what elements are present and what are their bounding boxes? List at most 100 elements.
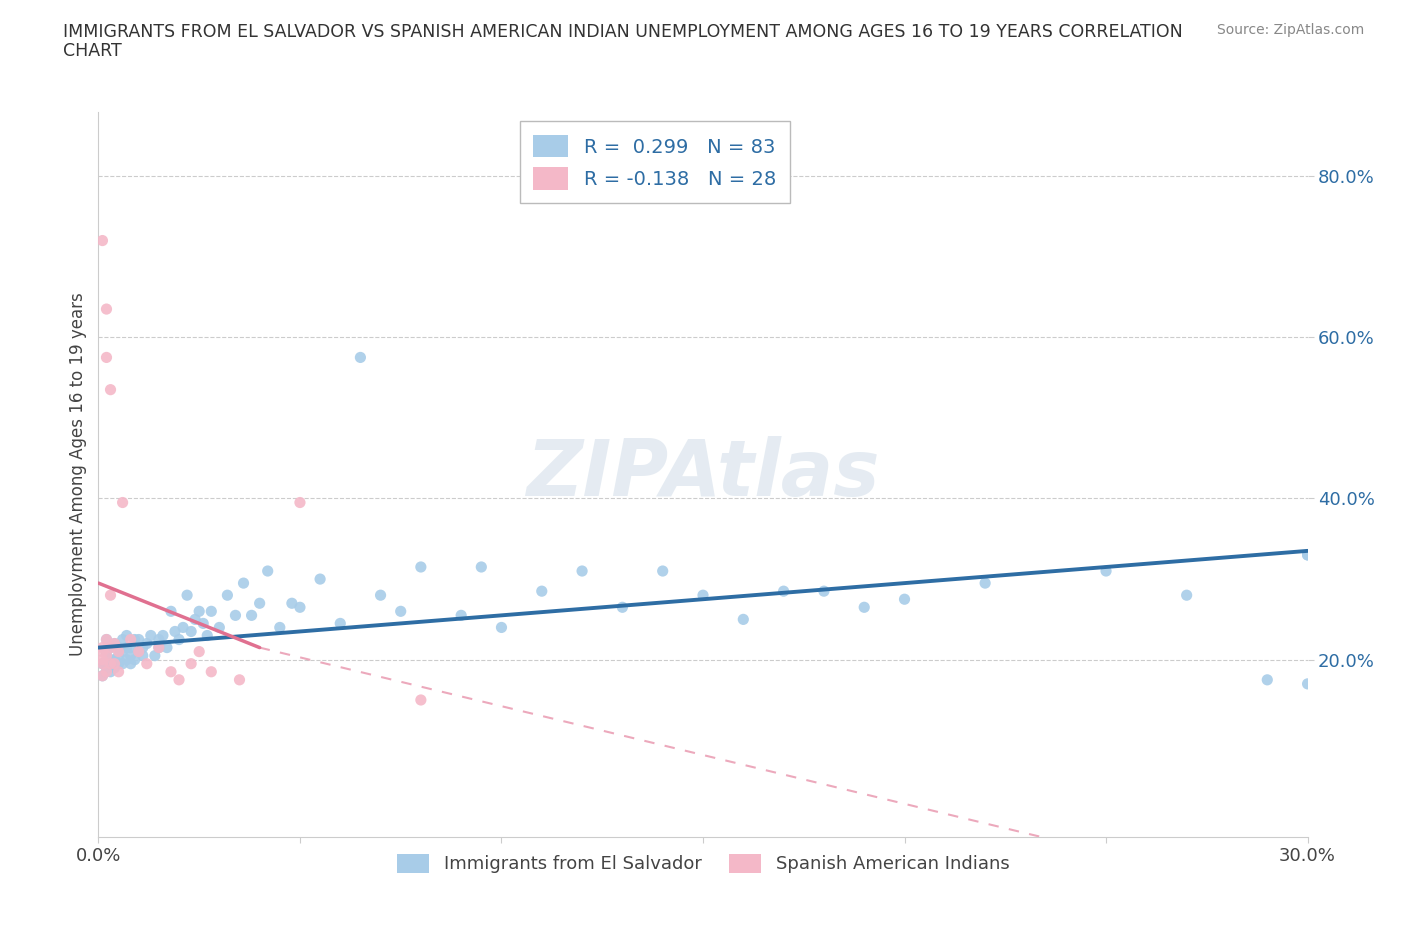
Point: [1095, 564, 1118, 578]
Text: ZIPAtlas: ZIPAtlas: [526, 436, 880, 512]
Point: [100, 588, 122, 603]
Point: [184, 612, 207, 627]
Point: [349, 350, 371, 365]
Point: [96, 644, 118, 659]
Point: [91, 657, 114, 671]
Point: [172, 620, 194, 635]
Point: [853, 600, 876, 615]
Point: [132, 640, 155, 655]
Point: [163, 624, 186, 639]
Point: [288, 495, 311, 510]
Point: [152, 628, 174, 643]
Point: [389, 604, 412, 618]
Point: [176, 588, 198, 603]
Point: [91, 640, 114, 655]
Point: [111, 495, 134, 510]
Point: [115, 652, 138, 667]
Point: [96, 664, 118, 679]
Point: [281, 596, 304, 611]
Point: [160, 664, 183, 679]
Point: [148, 640, 170, 655]
Point: [1296, 548, 1319, 563]
Point: [100, 640, 122, 655]
Point: [107, 664, 129, 679]
Point: [100, 382, 122, 397]
Point: [692, 588, 714, 603]
Point: [111, 644, 134, 659]
Point: [107, 644, 129, 659]
Point: [208, 620, 231, 635]
Point: [148, 632, 170, 647]
Point: [103, 660, 125, 675]
Point: [193, 616, 215, 631]
Point: [148, 640, 170, 655]
Point: [240, 608, 263, 623]
Point: [733, 612, 755, 627]
Point: [103, 636, 125, 651]
Point: [128, 632, 150, 647]
Point: [143, 648, 166, 663]
Point: [256, 564, 278, 578]
Point: [217, 588, 239, 603]
Point: [651, 564, 673, 578]
Point: [180, 657, 202, 671]
Point: [120, 640, 142, 655]
Point: [103, 636, 125, 651]
Y-axis label: Unemployment Among Ages 16 to 19 years: Unemployment Among Ages 16 to 19 years: [69, 292, 87, 657]
Point: [91, 669, 114, 684]
Point: [100, 640, 122, 655]
Text: IMMIGRANTS FROM EL SALVADOR VS SPANISH AMERICAN INDIAN UNEMPLOYMENT AMONG AGES 1: IMMIGRANTS FROM EL SALVADOR VS SPANISH A…: [63, 23, 1182, 41]
Point: [772, 584, 794, 599]
Point: [224, 608, 246, 623]
Point: [1175, 588, 1198, 603]
Point: [491, 620, 513, 635]
Point: [228, 672, 250, 687]
Point: [115, 640, 138, 655]
Point: [107, 657, 129, 671]
Point: [329, 616, 352, 631]
Point: [120, 632, 142, 647]
Point: [188, 604, 211, 618]
Point: [530, 584, 553, 599]
Point: [91, 233, 114, 248]
Point: [167, 672, 190, 687]
Point: [120, 648, 142, 663]
Point: [111, 657, 134, 671]
Point: [111, 632, 134, 647]
Point: [1256, 672, 1278, 687]
Point: [124, 652, 146, 667]
Point: [269, 620, 291, 635]
Point: [96, 632, 118, 647]
Point: [409, 693, 432, 708]
Point: [288, 600, 311, 615]
Point: [115, 628, 138, 643]
Point: [232, 576, 254, 591]
Point: [139, 628, 162, 643]
Point: [132, 648, 155, 663]
Text: Source: ZipAtlas.com: Source: ZipAtlas.com: [1216, 23, 1364, 37]
Point: [96, 301, 118, 316]
Point: [91, 652, 114, 667]
Point: [180, 624, 202, 639]
Point: [100, 664, 122, 679]
Text: CHART: CHART: [63, 42, 122, 60]
Point: [1296, 676, 1319, 691]
Point: [128, 644, 150, 659]
Point: [450, 608, 472, 623]
Point: [974, 576, 997, 591]
Point: [91, 657, 114, 671]
Point: [571, 564, 593, 578]
Point: [188, 644, 211, 659]
Point: [120, 657, 142, 671]
Point: [470, 560, 492, 575]
Point: [195, 628, 218, 643]
Point: [1296, 548, 1319, 563]
Point: [309, 572, 332, 587]
Point: [160, 604, 183, 618]
Point: [249, 596, 271, 611]
Point: [200, 604, 222, 618]
Point: [156, 640, 179, 655]
Point: [100, 657, 122, 671]
Point: [96, 350, 118, 365]
Point: [103, 652, 125, 667]
